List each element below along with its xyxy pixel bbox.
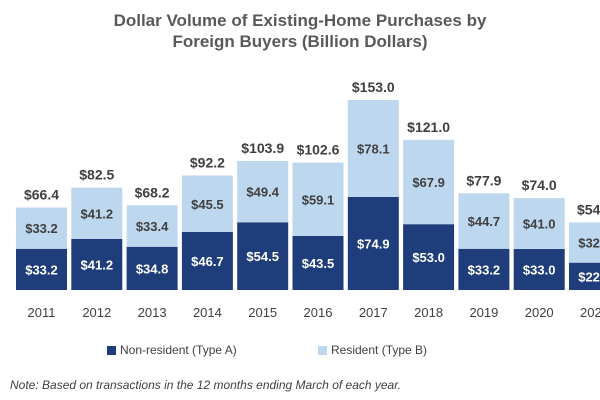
- label-type-b-2013: $33.4: [136, 219, 169, 234]
- label-type-b-2020: $41.0: [523, 217, 556, 232]
- label-type-b-2021: $32.4: [578, 236, 600, 251]
- x-tick-2021: 2021: [580, 305, 600, 320]
- x-tick-2020: 2020: [525, 305, 554, 320]
- label-type-b-2018: $67.9: [412, 175, 445, 190]
- total-label-2015: $103.9: [241, 140, 284, 156]
- label-type-b-2015: $49.4: [246, 185, 279, 200]
- label-type-a-2019: $33.2: [468, 262, 501, 277]
- bar-type-a-2021: [569, 262, 600, 290]
- total-label-2020: $74.0: [522, 177, 557, 193]
- x-tick-2012: 2012: [82, 305, 111, 320]
- bar-type-b-2018: [403, 139, 455, 225]
- bar-type-a-2020: [513, 249, 565, 290]
- label-type-a-2018: $53.0: [412, 250, 445, 265]
- bar-type-a-2018: [403, 224, 455, 290]
- bar-type-b-2016: [292, 162, 344, 236]
- bar-type-a-2013: [126, 246, 178, 290]
- bar-type-b-2011: [16, 207, 67, 249]
- label-type-a-2021: $22.0: [578, 269, 600, 284]
- bar-type-a-2014: [181, 232, 233, 290]
- total-label-2012: $82.5: [79, 167, 114, 183]
- label-type-a-2015: $54.5: [246, 249, 279, 264]
- x-tick-2016: 2016: [304, 305, 333, 320]
- bar-type-a-2017: [347, 196, 399, 290]
- legend-swatch-type-b: [318, 345, 327, 355]
- total-label-2017: $153.0: [352, 79, 395, 95]
- legend-item-type-b: Resident (Type B): [318, 343, 427, 357]
- label-type-b-2014: $45.5: [191, 197, 224, 212]
- bar-type-b-2014: [181, 175, 233, 233]
- legend-label-type-b: Resident (Type B): [331, 343, 428, 357]
- x-tick-2014: 2014: [193, 305, 222, 320]
- total-label-2021: $54.4: [577, 201, 600, 217]
- label-type-b-2012: $41.2: [81, 206, 114, 221]
- chart-legend: Non-resident (Type A) Resident (Type B): [0, 343, 600, 363]
- label-type-a-2017: $74.9: [357, 236, 390, 251]
- label-type-a-2014: $46.7: [191, 254, 224, 269]
- bar-type-a-2015: [237, 222, 289, 290]
- total-label-2016: $102.6: [297, 142, 340, 158]
- bar-type-b-2015: [237, 160, 289, 223]
- total-label-2011: $66.4: [24, 187, 59, 203]
- x-tick-2018: 2018: [414, 305, 443, 320]
- label-type-a-2011: $33.2: [25, 262, 58, 277]
- legend-label-type-a: Non-resident (Type A): [120, 343, 237, 357]
- label-type-a-2012: $41.2: [81, 257, 114, 272]
- label-type-b-2017: $78.1: [357, 141, 390, 156]
- label-type-b-2011: $33.2: [25, 221, 58, 236]
- bar-type-a-2019: [458, 248, 510, 290]
- bar-type-b-2013: [126, 205, 178, 247]
- bar-type-b-2020: [513, 198, 565, 250]
- bar-type-b-2021: [569, 222, 600, 263]
- total-label-2013: $68.2: [135, 184, 170, 200]
- bar-type-b-2012: [71, 187, 123, 239]
- legend-swatch-type-a: [107, 345, 116, 355]
- bar-type-a-2011: [16, 248, 67, 290]
- bar-type-a-2012: [71, 238, 123, 290]
- x-tick-2015: 2015: [248, 305, 277, 320]
- chart-title-line-1: Dollar Volume of Existing-Home Purchases…: [113, 11, 487, 30]
- chart-title-line-2: Foreign Buyers (Billion Dollars): [172, 32, 428, 51]
- x-tick-2019: 2019: [469, 305, 498, 320]
- total-label-2019: $77.9: [466, 172, 501, 188]
- label-type-b-2016: $59.1: [302, 192, 335, 207]
- x-tick-2017: 2017: [359, 305, 388, 320]
- bar-type-b-2019: [458, 193, 510, 249]
- x-tick-2011: 2011: [28, 305, 56, 320]
- footnote: Note: Based on transactions in the 12 mo…: [10, 378, 402, 392]
- total-label-2018: $121.0: [407, 119, 450, 135]
- x-tick-2013: 2013: [138, 305, 167, 320]
- chart-title: Dollar Volume of Existing-Home Purchases…: [0, 10, 600, 52]
- legend-item-type-a: Non-resident (Type A): [107, 343, 237, 357]
- total-label-2014: $92.2: [190, 155, 225, 171]
- stacked-bar-chart: $33.2 $33.2 $66.4 2011 $41.2 $41.2 $82.5 2012 $3…: [16, 79, 600, 320]
- bar-type-b-2017: [347, 100, 399, 197]
- label-type-a-2020: $33.0: [523, 263, 556, 278]
- bar-type-a-2016: [292, 235, 344, 290]
- label-type-a-2016: $43.5: [302, 256, 335, 271]
- label-type-b-2019: $44.7: [468, 214, 501, 229]
- label-type-a-2013: $34.8: [136, 261, 169, 276]
